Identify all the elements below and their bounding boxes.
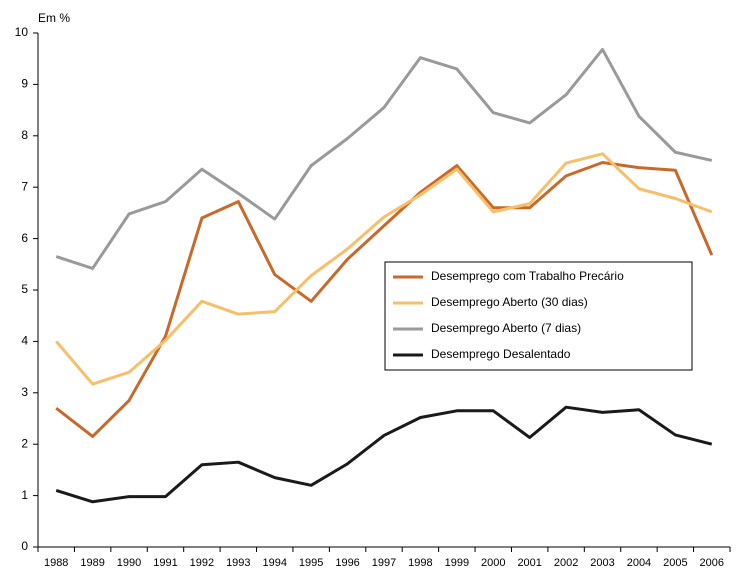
x-tick-label: 2004 [627,557,651,569]
y-tick-label: 9 [21,77,28,91]
legend-label: Desemprego Desalentado [431,347,571,361]
x-tick-label: 1990 [117,557,141,569]
legend-label: Desemprego Aberto (7 dias) [431,321,581,335]
x-tick-label: 1992 [190,557,214,569]
series-line [55,405,713,504]
series-line [55,47,713,270]
legend-box [384,261,693,371]
y-tick-label: 10 [15,25,29,39]
x-tick-label: 2006 [700,557,724,569]
legend-label: Desemprego com Trabalho Precário [431,269,624,283]
y-tick-label: 4 [21,334,28,348]
x-tick-label: 1996 [335,557,359,569]
legend-label: Desemprego Aberto (30 dias) [431,295,588,309]
x-tick-label: 1998 [408,557,432,569]
x-tick-label: 1991 [153,557,177,569]
y-tick-label: 3 [21,385,28,399]
x-tick-label: 2005 [663,557,687,569]
x-tick-label: 2003 [590,557,614,569]
series-line [55,152,713,386]
x-tick-label: 1997 [372,557,396,569]
x-tick-label: 1993 [226,557,250,569]
x-tick-label: 1989 [80,557,104,569]
y-tick-label: 8 [21,128,28,142]
y-tick-label: 1 [21,488,28,502]
y-axis-label: Em % [38,11,70,25]
x-tick-label: 2001 [517,557,541,569]
series-line [55,161,714,438]
x-tick-label: 1999 [445,557,469,569]
x-tick-label: 2002 [554,557,578,569]
y-tick-label: 2 [21,436,28,450]
y-tick-label: 6 [21,231,28,245]
x-tick-label: 2000 [481,557,505,569]
y-tick-label: 0 [21,539,28,553]
x-tick-label: 1988 [44,557,68,569]
y-tick-label: 5 [21,282,28,296]
y-tick-label: 7 [21,179,28,193]
x-tick-label: 1995 [299,557,323,569]
x-tick-label: 1994 [262,557,286,569]
